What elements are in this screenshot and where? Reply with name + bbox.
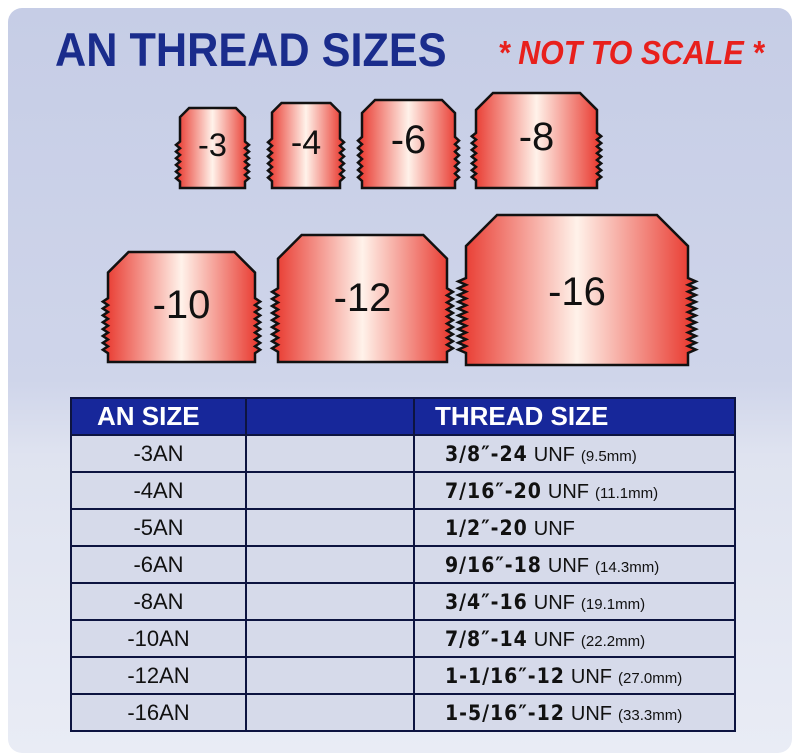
thread-size-cell: 9/16″-18 UNF (14.3mm) — [413, 545, 736, 584]
thread-standard: UNF — [533, 628, 575, 651]
thread-size-cell: 3/4″-16 UNF (19.1mm) — [413, 582, 736, 621]
fitting-shape — [269, 233, 456, 364]
blank-cell — [245, 582, 415, 621]
blank-cell — [245, 656, 415, 695]
an-size-cell: -4AN — [70, 471, 247, 510]
thread-spec: 3/8″-24 — [445, 441, 528, 466]
thread-standard: UNF — [570, 665, 613, 688]
fitting-label: -16 — [548, 270, 606, 314]
fitting-label: -4 — [291, 124, 321, 162]
blank-cell — [245, 471, 415, 510]
metric-size: (14.3mm) — [595, 558, 660, 576]
metric-size: (11.1mm) — [595, 484, 659, 502]
thread-standard: UNF — [533, 443, 575, 466]
thread-size-cell: 7/16″-20 UNF (11.1mm) — [413, 471, 736, 510]
fitting-label: -8 — [519, 115, 555, 159]
table-row: -5AN 1/2″-20 UNF — [70, 508, 736, 547]
table-row: -16AN 1-5/16″-12 UNF (33.3mm) — [70, 693, 736, 732]
page-title: AN THREAD SIZES — [55, 23, 447, 76]
thread-standard: UNF — [570, 702, 613, 725]
metric-size: (33.3mm) — [618, 706, 683, 724]
thread-spec: 9/16″-18 — [445, 552, 542, 577]
thread-spec: 1-5/16″-12 — [445, 700, 565, 725]
table-row: -8AN 3/4″-16 UNF (19.1mm) — [70, 582, 736, 621]
blank-cell — [245, 619, 415, 658]
header-an-size: AN SIZE — [70, 397, 247, 436]
fitting-shape — [469, 91, 604, 190]
fitting-label: -12 — [334, 276, 392, 320]
metric-size: (22.2mm) — [580, 632, 646, 650]
metric-size: (9.5mm) — [580, 447, 637, 465]
fitting-shape — [174, 106, 251, 190]
thread-size-cell: 3/8″-24 UNF (9.5mm) — [413, 434, 736, 473]
an-size-cell: -12AN — [70, 656, 247, 695]
thread-standard: UNF — [533, 517, 575, 540]
fitting-label: -6 — [391, 118, 427, 162]
an-size-cell: -3AN — [70, 434, 247, 473]
table-header-row: AN SIZE THREAD SIZE — [70, 397, 736, 436]
an-size-cell: -6AN — [70, 545, 247, 584]
fitting-shape — [100, 250, 263, 364]
table-row: -10AN 7/8″-14 UNF (22.2mm) — [70, 619, 736, 658]
table-row: -12AN 1-1/16″-12 UNF (27.0mm) — [70, 656, 736, 695]
thread-size-table: AN SIZE THREAD SIZE -3AN 3/8″-24 UNF (9.5m… — [70, 397, 736, 732]
fitting-label: -3 — [198, 127, 227, 163]
thread-spec: 1/2″-20 — [445, 515, 528, 540]
thread-standard: UNF — [547, 480, 590, 503]
an-size-cell: -10AN — [70, 619, 247, 658]
not-to-scale-note: * NOT TO SCALE * — [498, 34, 764, 71]
table-row: -6AN 9/16″-18 UNF (14.3mm) — [70, 545, 736, 584]
an-size-cell: -16AN — [70, 693, 247, 732]
table-row: -4AN 7/16″-20 UNF (11.1mm) — [70, 471, 736, 510]
thread-size-cell: 7/8″-14 UNF (22.2mm) — [413, 619, 736, 658]
thread-spec: 7/8″-14 — [445, 626, 528, 651]
header-thread-size: THREAD SIZE — [413, 397, 736, 436]
blank-cell — [245, 693, 415, 732]
thread-spec: 7/16″-20 — [445, 478, 542, 503]
thread-size-cell: 1/2″-20 UNF — [413, 508, 736, 547]
thread-spec: 3/4″-16 — [445, 589, 528, 614]
thread-standard: UNF — [533, 591, 575, 614]
thread-size-cell: 1-5/16″-12 UNF (33.3mm) — [413, 693, 736, 732]
metric-size: (27.0mm) — [618, 669, 683, 687]
thread-spec: 1-1/16″-12 — [445, 663, 565, 688]
fitting-label: -10 — [153, 283, 211, 327]
thread-size-cell: 1-1/16″-12 UNF (27.0mm) — [413, 656, 736, 695]
fittings-diagram: -3 -4 -6 -8 -10 -12 -16 — [100, 91, 699, 367]
an-size-cell: -5AN — [70, 508, 247, 547]
fitting-shape — [455, 213, 699, 367]
blank-cell — [245, 508, 415, 547]
table-row: -3AN 3/8″-24 UNF (9.5mm) — [70, 434, 736, 473]
blank-cell — [245, 545, 415, 584]
an-size-cell: -8AN — [70, 582, 247, 621]
blank-cell — [245, 434, 415, 473]
header-blank — [245, 397, 415, 436]
thread-standard: UNF — [547, 554, 590, 577]
fitting-shape — [266, 101, 346, 190]
fitting-shape — [356, 98, 461, 190]
metric-size: (19.1mm) — [580, 595, 646, 613]
